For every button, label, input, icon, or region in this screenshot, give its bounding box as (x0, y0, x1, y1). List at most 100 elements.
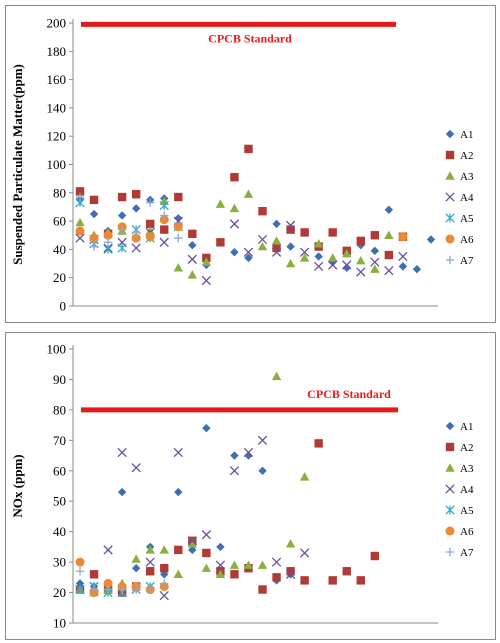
spm-point-a2 (89, 195, 99, 205)
spm-point-a6 (173, 222, 183, 232)
spm-point-a2 (216, 238, 225, 247)
nox-point-a2 (286, 567, 295, 576)
nox-point-a3 (173, 569, 183, 578)
nox-y-tick-label: 30 (53, 555, 66, 570)
spm-point-a2 (131, 190, 141, 199)
spm-point-a3 (145, 226, 155, 235)
nox-point-a3 (215, 569, 226, 578)
nox-point-a4 (299, 548, 310, 558)
nox-point-a2 (328, 576, 337, 585)
nox-legend-marker-a7 (445, 547, 455, 557)
spm-series-a1 (75, 194, 436, 274)
spm-point-a3 (342, 248, 352, 258)
spm-y-tick-label: 120 (47, 129, 67, 144)
nox-legend-label-a1: A1 (460, 421, 473, 433)
spm-point-a7 (89, 242, 99, 251)
nox-point-a4 (145, 557, 155, 567)
nox-point-a2 (174, 545, 183, 555)
spm-point-a2 (75, 187, 85, 196)
nox-point-a4 (103, 545, 113, 555)
nox-point-a3 (229, 560, 240, 569)
nox-point-a3 (159, 545, 169, 554)
spm-point-a2 (258, 206, 267, 216)
spm-y-tick-label: 140 (47, 100, 67, 115)
nox-point-a1 (131, 564, 141, 573)
spm-y-tick-label: 180 (47, 44, 67, 59)
nox-series-a3 (75, 371, 310, 597)
spm-point-a3 (257, 241, 268, 251)
nox-y-tick-label: 40 (53, 524, 66, 539)
nox-point-a3 (201, 563, 212, 572)
spm-legend-marker-a4 (445, 192, 455, 202)
spm-point-a2 (328, 228, 337, 237)
nox-point-a4 (285, 569, 296, 579)
spm-point-a4 (342, 260, 352, 270)
nox-legend-label-a7: A7 (460, 547, 474, 559)
nox-y-tick-label: 70 (53, 433, 66, 448)
nox-point-a2 (272, 573, 281, 582)
spm-point-a1 (174, 214, 183, 223)
spm-point-a4 (187, 254, 197, 264)
spm-legend: A1 A2 A3 A4 A5 A6 A7 (445, 129, 474, 267)
spm-point-a1 (398, 262, 408, 271)
spm-point-a1 (244, 253, 253, 263)
nox-point-a7 (131, 585, 141, 594)
nox-point-a1 (216, 542, 225, 552)
nox-point-a7 (75, 567, 85, 576)
spm-point-a7 (103, 238, 113, 247)
spm-point-a2 (356, 236, 365, 246)
spm-legend-label-a3: A3 (460, 171, 474, 183)
spm-point-a3 (187, 270, 198, 279)
spm-point-a4 (271, 247, 282, 257)
spm-point-a2 (188, 229, 197, 239)
spm-point-a4 (398, 251, 408, 262)
spm-point-a4 (243, 247, 254, 257)
spm-y-tick-label: 0 (60, 299, 67, 314)
nox-point-a3 (257, 560, 268, 569)
spm-point-a2 (384, 250, 394, 260)
spm-point-a4 (201, 275, 212, 286)
nox-y-tick-label: 90 (53, 372, 66, 387)
spm-point-a3 (201, 257, 212, 266)
spm-legend-marker-a5 (445, 213, 455, 223)
nox-point-a1 (244, 451, 253, 460)
spm-point-a1 (230, 248, 239, 257)
nox-y-tick-label: 80 (53, 402, 66, 417)
spm-point-a7 (75, 192, 85, 202)
nox-point-a2 (160, 564, 169, 573)
nox-point-a5 (75, 584, 85, 595)
nox-standard-label: CPCB Standard (307, 387, 391, 401)
nox-point-a2 (314, 439, 323, 448)
nox-point-a3 (271, 371, 282, 381)
spm-point-a4 (159, 237, 169, 247)
nox-point-a3 (187, 539, 198, 548)
spm-point-a6 (159, 215, 169, 225)
spm-point-a7 (131, 228, 141, 237)
nox-point-a1 (202, 423, 211, 433)
spm-legend-label-a1: A1 (460, 129, 473, 141)
spm-y-axis-label: Suspended Particulate Matter(ppm) (10, 64, 25, 265)
nox-point-a4 (257, 435, 268, 445)
nox-series-a5 (75, 581, 155, 598)
nox-point-a4 (187, 536, 197, 546)
spm-point-a3 (299, 253, 310, 262)
nox-legend-marker-a5 (445, 505, 455, 515)
nox-y-tick-label: 60 (53, 463, 66, 478)
spm-legend-marker-a3 (445, 171, 455, 180)
spm-point-a7 (146, 198, 155, 207)
spm-point-a3 (173, 263, 183, 272)
nox-point-a2 (300, 576, 309, 585)
spm-point-a1 (272, 219, 281, 229)
spm-point-a1 (314, 252, 323, 261)
nox-point-a2 (370, 551, 380, 561)
spm-point-a1 (89, 209, 99, 219)
spm-point-a6 (145, 232, 155, 242)
nox-legend-label-a2: A2 (460, 442, 473, 454)
spm-point-a4 (370, 257, 380, 267)
spm-point-a7 (117, 225, 127, 234)
nox-point-a7 (146, 585, 155, 594)
spm-point-a4 (229, 219, 240, 229)
nox-y-tick-label: 10 (53, 616, 66, 631)
nox-point-a4 (229, 466, 240, 476)
nox-point-a2 (356, 576, 365, 585)
